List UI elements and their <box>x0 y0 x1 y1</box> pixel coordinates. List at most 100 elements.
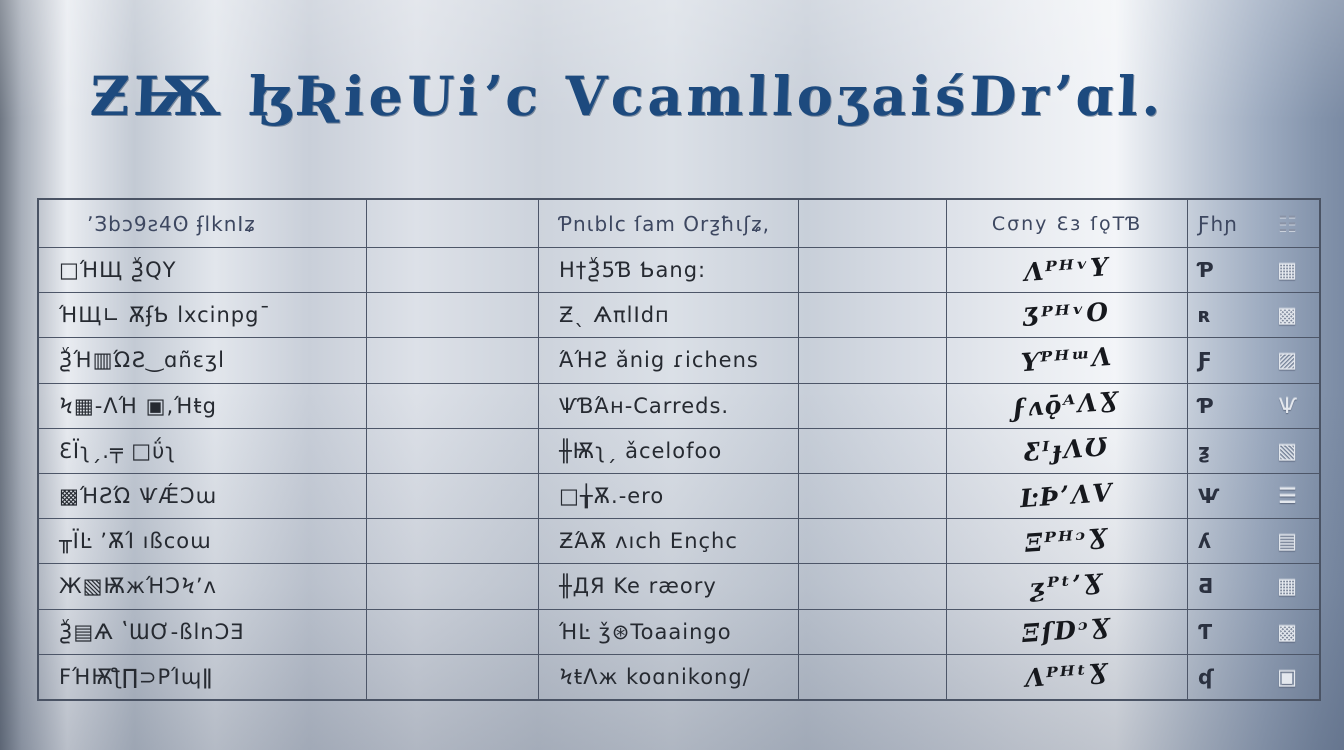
cell-col1: Ϟ▦-ɅΉ ▣,Ήŧg <box>39 383 367 428</box>
cell-spacer-2 <box>799 383 947 428</box>
cell-col4-col5: ʠ ▣ <box>1188 655 1319 699</box>
header-spacer-1 <box>367 200 539 247</box>
emboss-glyph: ▦ <box>1277 258 1297 283</box>
cell-col2: H†Ѯ5Ɓ Ƅang: <box>539 248 799 293</box>
cell-spacer-2 <box>799 428 947 473</box>
cell-col4-col5: ʎ ▤ <box>1188 519 1319 563</box>
handwriting-mark: ƸᴵɟΛƱ <box>1023 432 1111 468</box>
cell-col1: ▩ΉƧΏ ѰǼƆɯ <box>39 473 367 519</box>
cell-spacer-1 <box>367 473 539 519</box>
cell-col2: Ƶˎ ѦπlIdп <box>539 293 799 338</box>
cell-col2: ΉĿ ǯ⊛Toaaingo <box>539 609 799 654</box>
cell-spacer-2 <box>799 609 947 654</box>
cell-col1: FΉѬƪ∏⊃PΊɰǁ <box>39 654 367 699</box>
table-row: FΉѬƪ∏⊃PΊɰǁ ϞŧΛж koɑnikong/ ΛᴾᴴᵗƔ ʠ ▣ <box>39 653 1319 699</box>
handwriting-mark: ĿϷʼΛV <box>1019 477 1115 513</box>
cell-spacer-1 <box>367 609 539 654</box>
table-row: ΉЩ∟ ѪʄƄ lxcinpg¯ Ƶˎ ѦπlIdп ƷᴾᴴᵛO ʀ ▩ <box>39 292 1319 338</box>
emboss-glyph: ☰ <box>1278 484 1297 509</box>
cell-spacer-1 <box>367 428 539 473</box>
header-cell-col1: ʼЗbɔ9ƨ4ʘ ʄlknIʑ <box>39 200 367 247</box>
cell-spacer-2 <box>799 248 947 293</box>
handwriting-mark: ƳᴾᴴᵚΛ <box>1019 341 1114 378</box>
cell-col1: ѮΉ▥ΏƧ‿ɑñɛʒl <box>39 338 367 383</box>
emboss-glyph: ▩ <box>1277 303 1297 328</box>
cell-handwriting: ϝʌǭᴬΛƔ <box>947 383 1188 428</box>
emboss-glyph: Ѱ <box>1279 393 1297 418</box>
cell-col4-col5: Ѱ ☰ <box>1188 474 1319 518</box>
stamp-glyph: Ƥ <box>1198 393 1214 418</box>
cell-spacer-1 <box>367 564 539 609</box>
table-row: ▩ΉƧΏ ѰǼƆɯ □╁Ѫ.-ero ĿϷʼΛV Ѱ ☰ <box>39 472 1319 519</box>
cell-col2: ╫Ѭʅˏ ǎcelofoo <box>539 428 799 473</box>
table-row: ѮΉ▥ΏƧ‿ɑñɛʒl ΆΉƧ ǎnig ɾichens ƳᴾᴴᵚΛ Ƒ ▨ <box>39 337 1319 383</box>
header-cell-col3: Cσny Ɛз ſǫTƁ <box>947 200 1188 247</box>
stamp-glyph: Ѱ <box>1198 484 1220 509</box>
stamp-glyph: ƺ <box>1198 438 1210 463</box>
cell-col1: ƐΪʅˏ.╤ □ΰʅ <box>39 428 367 473</box>
stamp-glyph: ʠ <box>1198 664 1214 689</box>
stamp-glyph: Ƌ <box>1198 574 1214 599</box>
cell-col1: □ΉЩ ѮQΥ <box>39 248 367 293</box>
table-header-row: ʼЗbɔ9ƨ4ʘ ʄlknIʑ Ƥnιblc ſam Orƺħιʃʑ, Cσny… <box>39 200 1319 247</box>
cell-handwriting: ƷᴾᴴᵛO <box>947 293 1188 338</box>
cell-col1: Ѯ▤Ѧ ʽƜƠ-ßlnƆƎ <box>39 609 367 654</box>
cell-spacer-1 <box>367 383 539 428</box>
cell-col1: Ж▧ѬжΉƆϞʼʌ <box>39 564 367 609</box>
cell-spacer-2 <box>799 473 947 519</box>
cell-col4-col5: Ƒ ▨ <box>1188 338 1319 382</box>
cell-spacer-1 <box>367 293 539 338</box>
stamp-glyph: Ƒ <box>1198 348 1212 373</box>
cell-handwriting: ΞſDᵓƔ <box>947 609 1188 654</box>
header-cell-col2: Ƥnιblc ſam Orƺħιʃʑ, <box>539 200 799 247</box>
emboss-glyph: ▣ <box>1277 664 1297 689</box>
cell-col4-col5: Ƥ Ѱ <box>1188 384 1319 428</box>
cell-spacer-2 <box>799 338 947 383</box>
cell-col4-col5: Ƌ ▦ <box>1188 564 1319 608</box>
emboss-glyph: ▤ <box>1277 529 1297 554</box>
cell-handwriting: ĿϷʼΛV <box>947 473 1188 519</box>
header-cell-col4-col5: Ƒhɲ ☷ <box>1188 200 1319 247</box>
cell-spacer-1 <box>367 519 539 564</box>
cell-spacer-2 <box>799 564 947 609</box>
cell-handwriting: ΛᴾᴴᵗƔ <box>947 654 1188 699</box>
emboss-glyph: ▧ <box>1277 438 1297 463</box>
cell-col2: ΆΉƧ ǎnig ɾichens <box>539 338 799 383</box>
cell-col4-col5: ʀ ▩ <box>1188 293 1319 337</box>
table-row: Ж▧ѬжΉƆϞʼʌ ╫ДЯ Ke ræory ƺᴾᵗʼƔ Ƌ ▦ <box>39 563 1319 609</box>
cell-col2: ѰƁΆʜ-Carreds. <box>539 383 799 428</box>
emboss-glyph: ▨ <box>1277 348 1297 373</box>
handwriting-mark: ΛᴾᴴᵗƔ <box>1023 658 1111 694</box>
cell-spacer-2 <box>799 293 947 338</box>
cell-handwriting: ΛᴾᴴᵛY <box>947 248 1188 293</box>
header-emboss-glyph: ☷ <box>1278 211 1297 236</box>
table-row: ƐΪʅˏ.╤ □ΰʅ ╫Ѭʅˏ ǎcelofoo ƸᴵɟΛƱ ƺ ▧ <box>39 427 1319 473</box>
handwriting-mark: ΞſDᵓƔ <box>1021 612 1113 649</box>
table-row: □ΉЩ ѮQΥ H†Ѯ5Ɓ Ƅang: ΛᴾᴴᵛY Ƥ ▦ <box>39 247 1319 293</box>
header-stamp-label: Ƒhɲ <box>1198 211 1239 236</box>
cell-handwriting: ƸᴵɟΛƱ <box>947 428 1188 473</box>
table-row: ╥ΪĿ ʼѪΊ ıßcoɯ ƵΆѪ ʌıch Ençhc ΞᴾᴴᵓƔ ʎ ▤ <box>39 518 1319 564</box>
cell-col2: ϞŧΛж koɑnikong/ <box>539 654 799 699</box>
table-row: Ѯ▤Ѧ ʽƜƠ-ßlnƆƎ ΉĿ ǯ⊛Toaaingo ΞſDᵓƔ Ƭ ▩ <box>39 608 1319 654</box>
header-spacer-2 <box>799 200 947 247</box>
stamp-glyph: Ƥ <box>1198 258 1214 283</box>
stamp-glyph: ʀ <box>1198 303 1211 328</box>
stamp-glyph: Ƭ <box>1198 619 1213 644</box>
cell-handwriting: ƺᴾᵗʼƔ <box>947 564 1188 609</box>
cell-col4-col5: Ƭ ▩ <box>1188 610 1319 654</box>
cell-col2: ╫ДЯ Ke ræory <box>539 564 799 609</box>
emboss-glyph: ▦ <box>1277 574 1297 599</box>
cell-handwriting: ƳᴾᴴᵚΛ <box>947 338 1188 383</box>
data-table: ʼЗbɔ9ƨ4ʘ ʄlknIʑ Ƥnιblc ſam Orƺħιʃʑ, Cσny… <box>37 198 1321 701</box>
handwriting-mark: ΞᴾᴴᵓƔ <box>1023 522 1110 558</box>
handwriting-mark: ϝʌǭᴬΛƔ <box>1012 386 1122 423</box>
cell-spacer-2 <box>799 519 947 564</box>
cell-col4-col5: Ƥ ▦ <box>1188 248 1319 292</box>
cell-col1: ΉЩ∟ ѪʄƄ lxcinpg¯ <box>39 293 367 338</box>
handwriting-mark: ΛᴾᴴᵛY <box>1022 251 1111 287</box>
emboss-glyph: ▩ <box>1277 619 1297 644</box>
cell-spacer-1 <box>367 654 539 699</box>
cell-spacer-1 <box>367 338 539 383</box>
